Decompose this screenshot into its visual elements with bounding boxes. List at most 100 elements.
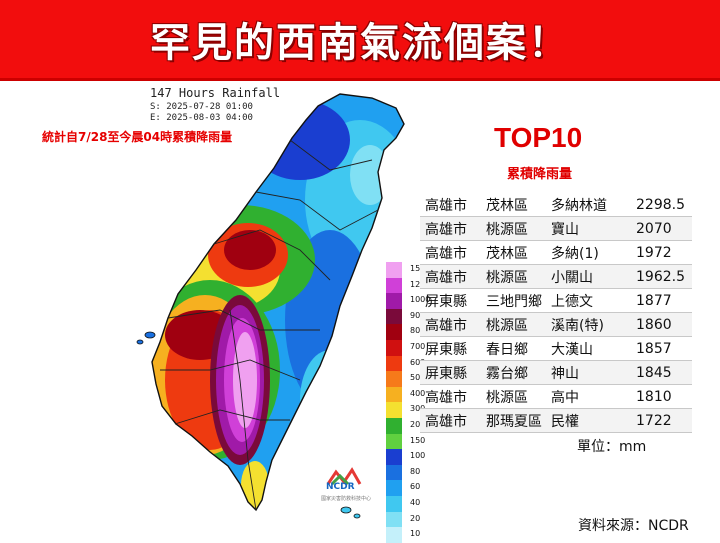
station-cell: 小關山 xyxy=(546,264,631,289)
rainfall-fill xyxy=(152,94,404,510)
legend-label: 200 xyxy=(410,420,426,429)
legend-label: 40 xyxy=(410,498,421,507)
station-cell: 神山 xyxy=(546,360,631,385)
station-cell: 多納林道 xyxy=(546,193,631,217)
value-cell: 1845 xyxy=(631,360,692,385)
county-cell: 高雄市 xyxy=(420,264,481,289)
district-cell: 桃源區 xyxy=(481,312,546,337)
legend-swatch xyxy=(386,480,402,496)
county-cell: 高雄市 xyxy=(420,240,481,265)
ncdr-logo xyxy=(326,467,362,486)
legend-label: 400 xyxy=(410,388,426,398)
legend-label: 500 xyxy=(410,373,426,383)
legend-label: 700 xyxy=(410,342,426,351)
legend-swatch xyxy=(386,293,402,309)
legend-swatch xyxy=(386,418,402,434)
banner-title: 罕見的西南氣流個案！ xyxy=(150,20,570,66)
county-cell: 高雄市 xyxy=(420,216,481,241)
district-cell: 桃源區 xyxy=(481,384,546,409)
county-cell: 高雄市 xyxy=(420,193,481,217)
district-cell: 茂林區 xyxy=(481,193,546,217)
table-row: 屏東縣 三地門鄉 上德文 1877 xyxy=(420,288,692,313)
value-cell: 2298.5 xyxy=(631,193,692,217)
value-cell: 1722 xyxy=(631,408,692,433)
table-row: 高雄市 那瑪夏區 民權 1722 xyxy=(420,408,692,433)
value-cell: 1810 xyxy=(631,384,692,409)
table-row: 高雄市 茂林區 多納(1) 1972 xyxy=(420,240,692,265)
table-row: 屏東縣 春日鄉 大漢山 1857 xyxy=(420,336,692,361)
district-cell: 那瑪夏區 xyxy=(481,408,546,433)
station-cell: 多納(1) xyxy=(546,240,631,265)
value-cell: 1962.5 xyxy=(631,264,692,289)
legend-swatch xyxy=(386,402,402,418)
legend-label: 600 xyxy=(410,357,426,367)
value-cell: 1860 xyxy=(631,312,692,337)
value-cell: 2070 xyxy=(631,216,692,241)
legend-label: 900 xyxy=(410,310,426,320)
station-cell: 高中 xyxy=(546,384,631,409)
value-cell: 1857 xyxy=(631,336,692,361)
table-row: 高雄市 桃源區 溪南(特) 1860 xyxy=(420,312,692,337)
map-start-time: S: 2025-07-28 01:00 xyxy=(150,102,253,112)
legend-swatch xyxy=(386,308,402,325)
unit-label: 單位：mm xyxy=(577,439,647,455)
table-row: 高雄市 桃源區 小關山 1962.5 xyxy=(420,264,692,289)
district-cell: 桃源區 xyxy=(481,216,546,241)
county-cell: 屏東縣 xyxy=(420,336,481,361)
ncdr-logo-text: NCDR xyxy=(326,482,355,492)
station-cell: 溪南(特) xyxy=(546,312,631,337)
legend-swatch xyxy=(386,371,402,387)
table-row: 屏東縣 霧台鄉 神山 1845 xyxy=(420,360,692,385)
district-cell: 三地門鄉 xyxy=(481,288,546,313)
table-row: 高雄市 桃源區 寶山 2070 xyxy=(420,216,692,241)
ranking-subtitle: 累積降雨量 xyxy=(507,167,573,182)
legend-label: 100 xyxy=(410,451,426,461)
county-cell: 高雄市 xyxy=(420,312,481,337)
islands xyxy=(136,331,361,519)
map-title: 147 Hours Rainfall xyxy=(150,86,281,100)
county-cell: 高雄市 xyxy=(420,384,481,409)
legend-swatch xyxy=(386,340,402,356)
ranking-table: 高雄市 茂林區 多納林道 2298.5 高雄市 桃源區 寶山 2070 高雄市 茂林區 多納(1) 1… xyxy=(420,193,692,433)
ncdr-logo-subtitle: 國家災害防救科技中心 xyxy=(320,496,371,502)
district-cell: 春日鄉 xyxy=(481,336,546,361)
legend-label: 80 xyxy=(410,466,421,476)
legend-label: 300 xyxy=(410,404,426,414)
ranking-title: TOP10 xyxy=(494,122,583,153)
map-note: 統計自7/28至今晨04時累積降雨量 xyxy=(42,130,233,144)
station-cell: 大漢山 xyxy=(546,336,631,361)
legend-swatch xyxy=(386,496,402,512)
title-banner: 罕見的西南氣流個案！ xyxy=(0,0,720,81)
value-cell: 1972 xyxy=(631,240,692,265)
station-cell: 上德文 xyxy=(546,288,631,313)
value-cell: 1877 xyxy=(631,288,692,313)
county-cell: 高雄市 xyxy=(420,408,481,433)
island-outline xyxy=(151,93,405,512)
table-row: 高雄市 茂林區 多納林道 2298.5 xyxy=(420,193,692,217)
taiwan-rainfall-map xyxy=(136,93,405,519)
legend-swatch xyxy=(386,449,402,465)
legend-swatch xyxy=(386,386,402,403)
legend-swatch xyxy=(386,433,402,450)
legend-swatch xyxy=(386,277,402,294)
station-cell: 寶山 xyxy=(546,216,631,241)
legend-label: 800 xyxy=(410,326,426,336)
rainfall-map-panel: 147 Hours Rainfall S: 2025-07-28 01:00 E… xyxy=(0,80,430,543)
legend-swatch xyxy=(386,324,402,340)
county-boundaries xyxy=(160,139,379,511)
table-row: 高雄市 桃源區 高中 1810 xyxy=(420,384,692,409)
county-cell: 屏東縣 xyxy=(420,360,481,385)
legend-swatch xyxy=(386,355,402,372)
legend-swatch xyxy=(386,511,402,528)
district-cell: 霧台鄉 xyxy=(481,360,546,385)
county-cell: 屏東縣 xyxy=(420,288,481,313)
legend-swatch xyxy=(386,262,402,278)
legend-label: 10 xyxy=(410,529,421,539)
station-cell: 民權 xyxy=(546,408,631,433)
legend-label: 150 xyxy=(410,435,426,445)
district-cell: 茂林區 xyxy=(481,240,546,265)
source-label: 資料來源：NCDR xyxy=(578,518,689,534)
legend-swatch xyxy=(386,464,402,481)
legend-label: 60 xyxy=(410,482,421,492)
legend-swatch xyxy=(386,527,402,543)
